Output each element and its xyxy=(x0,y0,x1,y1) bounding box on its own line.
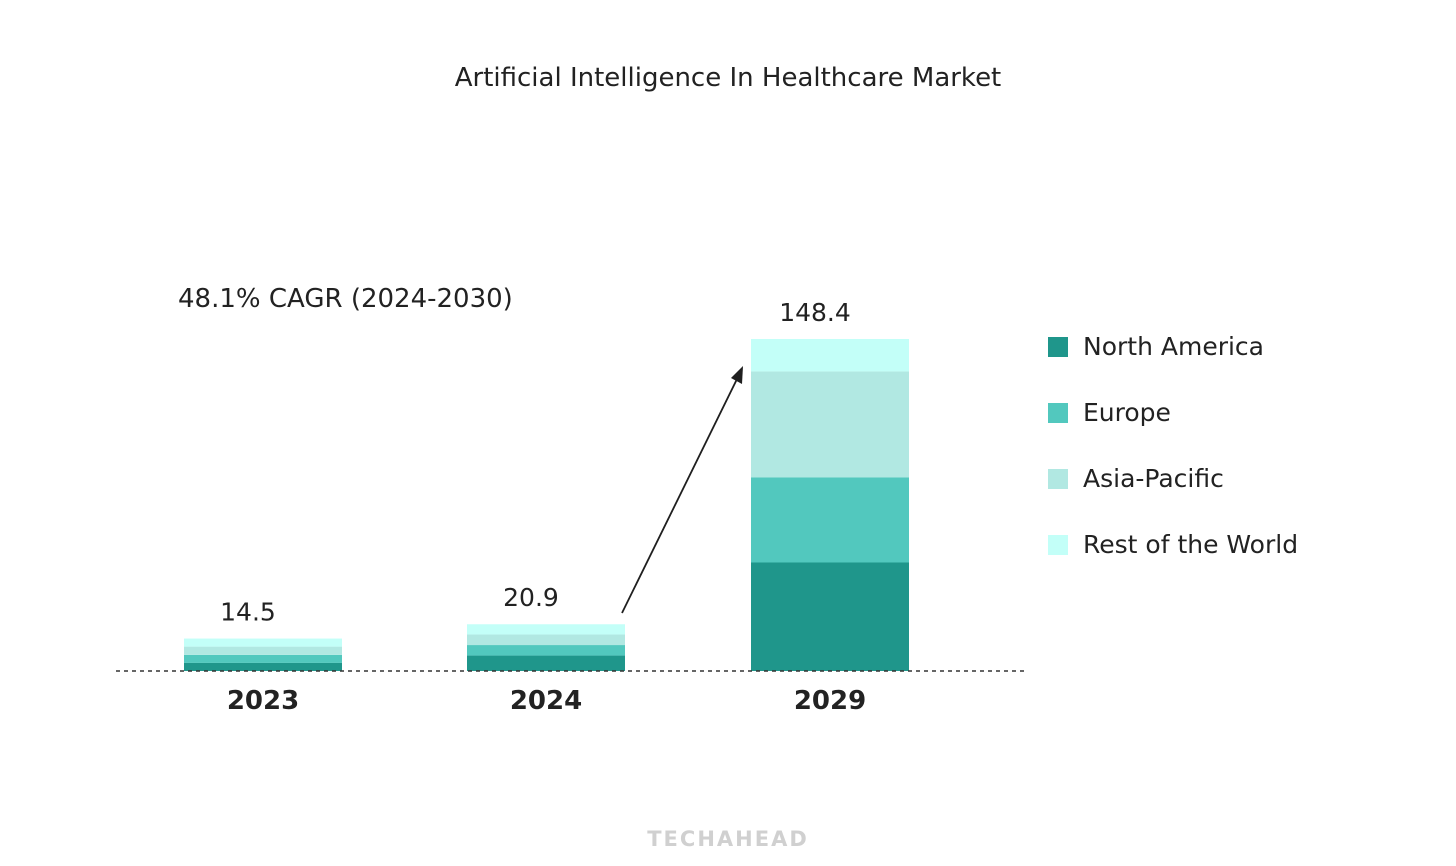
x-tick-2024: 2024 xyxy=(510,686,582,716)
bar-segment-2023-europe xyxy=(184,654,342,663)
bar-segment-2024-north-america xyxy=(467,655,625,671)
x-tick-2023: 2023 xyxy=(227,686,299,716)
bar-segment-2023-asia-pacific xyxy=(184,646,342,655)
bar-segment-2023-north-america xyxy=(184,662,342,671)
legend: North America Europe Asia-Pacific Rest of t… xyxy=(1048,332,1298,559)
bars-layer: 14.5 2023 20.9 2024 148.4 2029 xyxy=(184,298,909,716)
brand-watermark: TECHAHEAD xyxy=(647,827,809,851)
growth-arrow xyxy=(621,366,743,614)
bar-segment-2029-asia-pacific xyxy=(751,371,909,478)
bar-segment-2029-rest-of-the-world xyxy=(751,339,909,372)
legend-label-europe: Europe xyxy=(1083,398,1171,427)
x-tick-2029: 2029 xyxy=(794,686,866,716)
bar-segment-2029-north-america xyxy=(751,562,909,671)
chart-title: Artificial Intelligence In Healthcare Ma… xyxy=(455,63,1002,93)
legend-label-rest-of-the-world: Rest of the World xyxy=(1083,530,1298,559)
total-label-2024: 20.9 xyxy=(503,583,559,612)
legend-swatch-europe xyxy=(1048,403,1068,423)
cagr-annotation: 48.1% CAGR (2024-2030) xyxy=(178,284,513,314)
legend-label-asia-pacific: Asia-Pacific xyxy=(1083,464,1224,493)
legend-label-north-america: North America xyxy=(1083,332,1264,361)
total-label-2023: 14.5 xyxy=(220,598,276,627)
bar-segment-2023-rest-of-the-world xyxy=(184,638,342,647)
legend-swatch-north-america xyxy=(1048,337,1068,357)
legend-swatch-asia-pacific xyxy=(1048,469,1068,489)
total-label-2029: 148.4 xyxy=(779,298,851,327)
bar-segment-2024-europe xyxy=(467,645,625,656)
bar-segment-2024-rest-of-the-world xyxy=(467,624,625,635)
bar-segment-2029-europe xyxy=(751,477,909,563)
legend-swatch-rest-of-the-world xyxy=(1048,535,1068,555)
bar-segment-2024-asia-pacific xyxy=(467,634,625,646)
